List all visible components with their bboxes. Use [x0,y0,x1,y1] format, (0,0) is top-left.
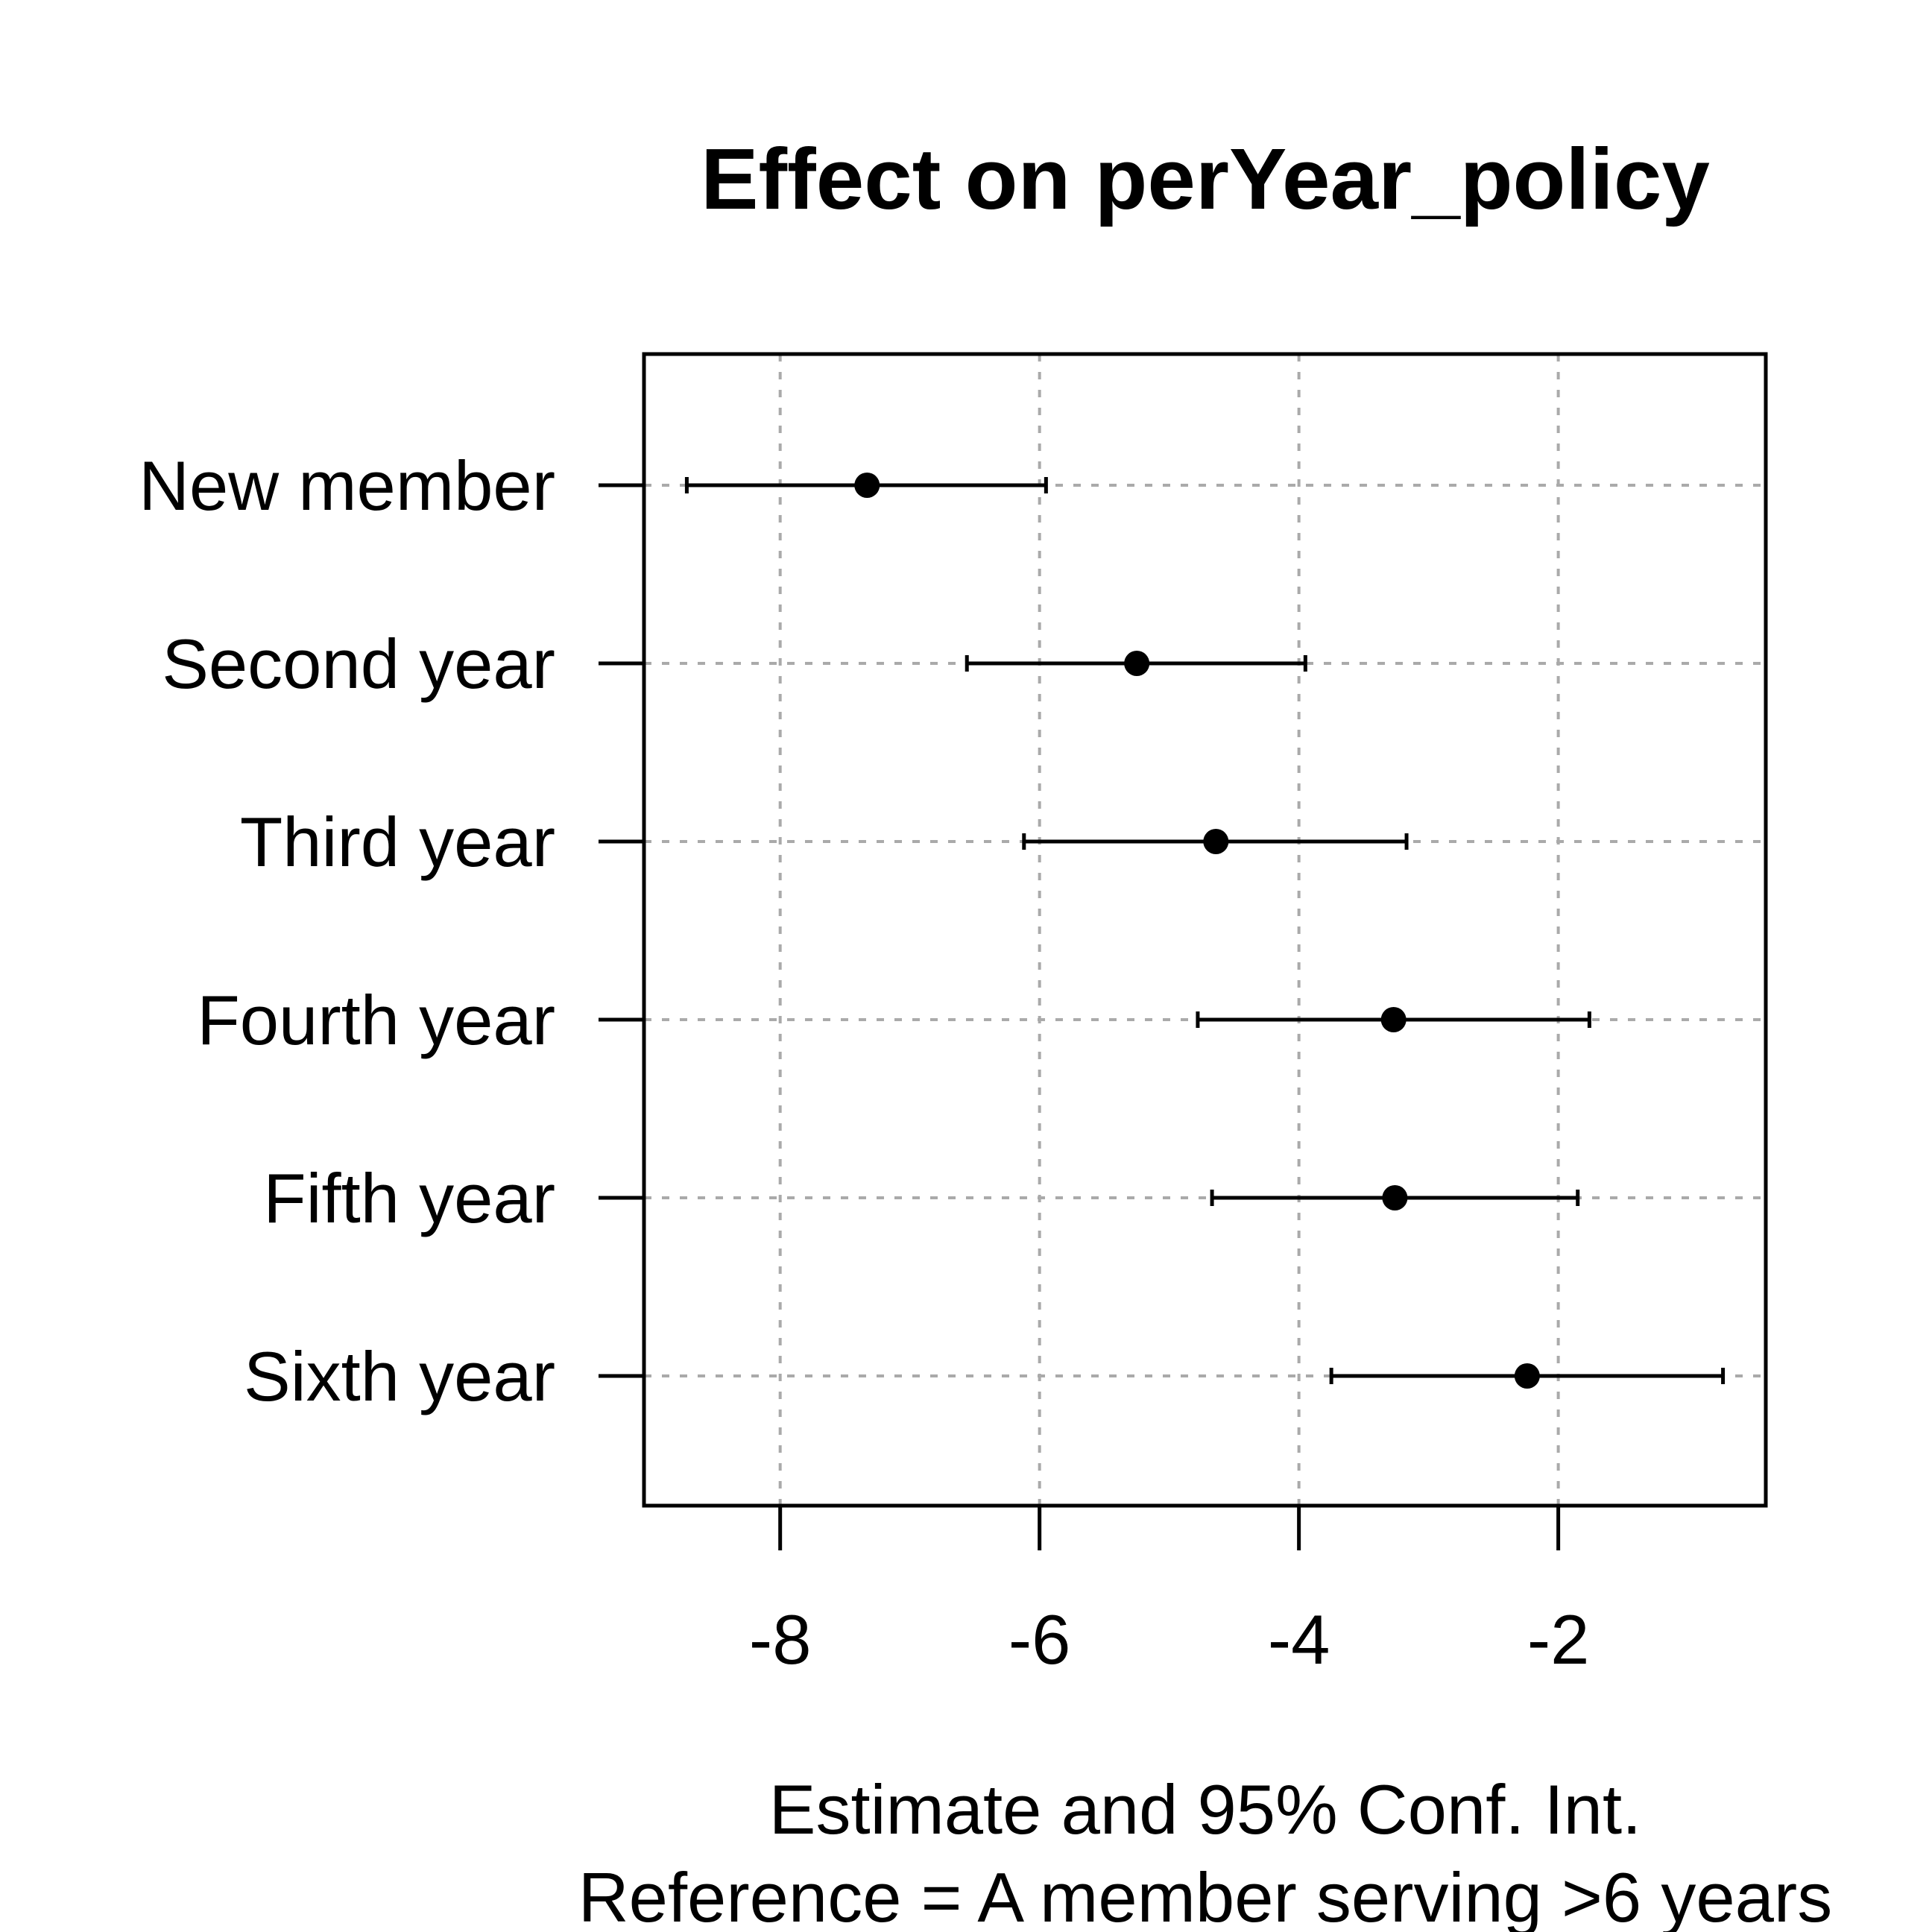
x-axis: -8 -6 -4 -2 [749,1506,1590,1679]
point-layer [854,473,1540,1389]
x-tick-label: -6 [1008,1600,1071,1679]
estimate-point [1514,1363,1540,1389]
x-tick-label: -2 [1527,1600,1590,1679]
category-label: Third year [240,803,555,881]
x-axis-label: Estimate and 95% Conf. Int. [769,1770,1641,1849]
category-label: Second year [162,625,555,703]
chart-title: Effect on perYear_policy [701,130,1710,227]
grid-layer [644,354,1766,1506]
estimate-point [1124,651,1150,676]
y-axis: New member Second year Third year Fourth ye… [139,446,644,1415]
estimate-point [854,473,880,498]
category-label: New member [139,446,555,525]
category-label: Fifth year [263,1159,555,1237]
estimate-point [1382,1185,1408,1210]
plot-frame [642,352,1768,1508]
category-label: Fourth year [197,981,555,1059]
estimate-point [1203,829,1229,854]
estimate-point [1380,1007,1407,1032]
category-label: Sixth year [244,1337,555,1415]
x-tick-label: -4 [1268,1600,1330,1679]
x-tick-label: -8 [749,1600,812,1679]
ci-layer [684,477,1726,1384]
x-axis-reference-label: Reference = A member serving >6 years [578,1858,1832,1932]
